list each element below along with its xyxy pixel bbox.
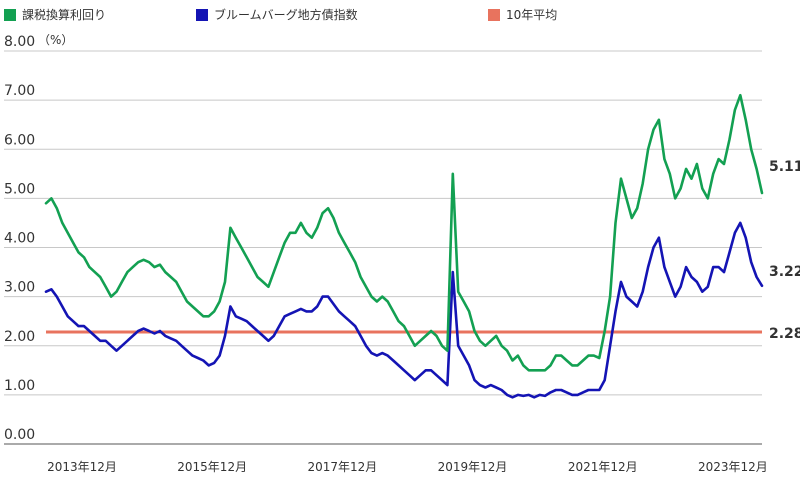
end-value-labels: 5.11 3.22 2.28 bbox=[769, 159, 800, 342]
end-label-2: 2.28 bbox=[769, 326, 800, 342]
gridlines bbox=[4, 50, 762, 445]
x-tick-label: 2017年12月 bbox=[307, 460, 377, 474]
legend-swatch-taxable-equivalent-yield bbox=[4, 9, 16, 21]
x-tick-label: 2023年12月 bbox=[698, 460, 768, 474]
y-tick-label: 2.00 bbox=[4, 329, 35, 345]
legend-label-bloomberg-muni-index: ブルームバーグ地方債指数 bbox=[214, 7, 358, 22]
y-tick-label: 1.00 bbox=[4, 378, 35, 394]
x-axis-ticks: 2013年12月 2015年12月 2017年12月 2019年12月 2021年12月… bbox=[47, 460, 768, 474]
series-lines bbox=[44, 93, 764, 399]
x-tick-label: 2019年12月 bbox=[438, 460, 508, 474]
x-tick-label: 2021年12月 bbox=[568, 460, 638, 474]
legend-label-10yr-average: 10年平均 bbox=[506, 8, 557, 22]
y-tick-label: 4.00 bbox=[4, 231, 35, 247]
series-line-bloomberg-muni-index bbox=[44, 221, 764, 399]
y-tick-label: 5.00 bbox=[4, 181, 35, 197]
y-tick-label: 3.00 bbox=[4, 280, 35, 296]
legend-label-taxable-equivalent-yield: 課税換算利回り bbox=[22, 7, 106, 22]
y-axis-unit-label: （%） bbox=[38, 33, 73, 47]
end-label-1: 3.22 bbox=[769, 264, 800, 280]
x-tick-label: 2015年12月 bbox=[177, 460, 247, 474]
y-axis-ticks: 0.00 1.00 2.00 3.00 4.00 5.00 6.00 7.00 8.00 bbox=[4, 34, 35, 443]
series-line-taxable-equivalent-yield bbox=[44, 93, 764, 372]
legend-swatch-10yr-average bbox=[488, 9, 500, 21]
legend-swatch-bloomberg-muni-index bbox=[196, 9, 208, 21]
end-label-0: 5.11 bbox=[769, 159, 800, 175]
y-tick-label: 6.00 bbox=[4, 132, 35, 148]
y-tick-label: 8.00 bbox=[4, 34, 35, 50]
y-tick-label: 7.00 bbox=[4, 83, 35, 99]
chart-legend: 課税換算利回り ブルームバーグ地方債指数 10年平均 bbox=[4, 7, 557, 22]
x-tick-label: 2013年12月 bbox=[47, 460, 117, 474]
y-tick-label: 0.00 bbox=[4, 427, 35, 443]
